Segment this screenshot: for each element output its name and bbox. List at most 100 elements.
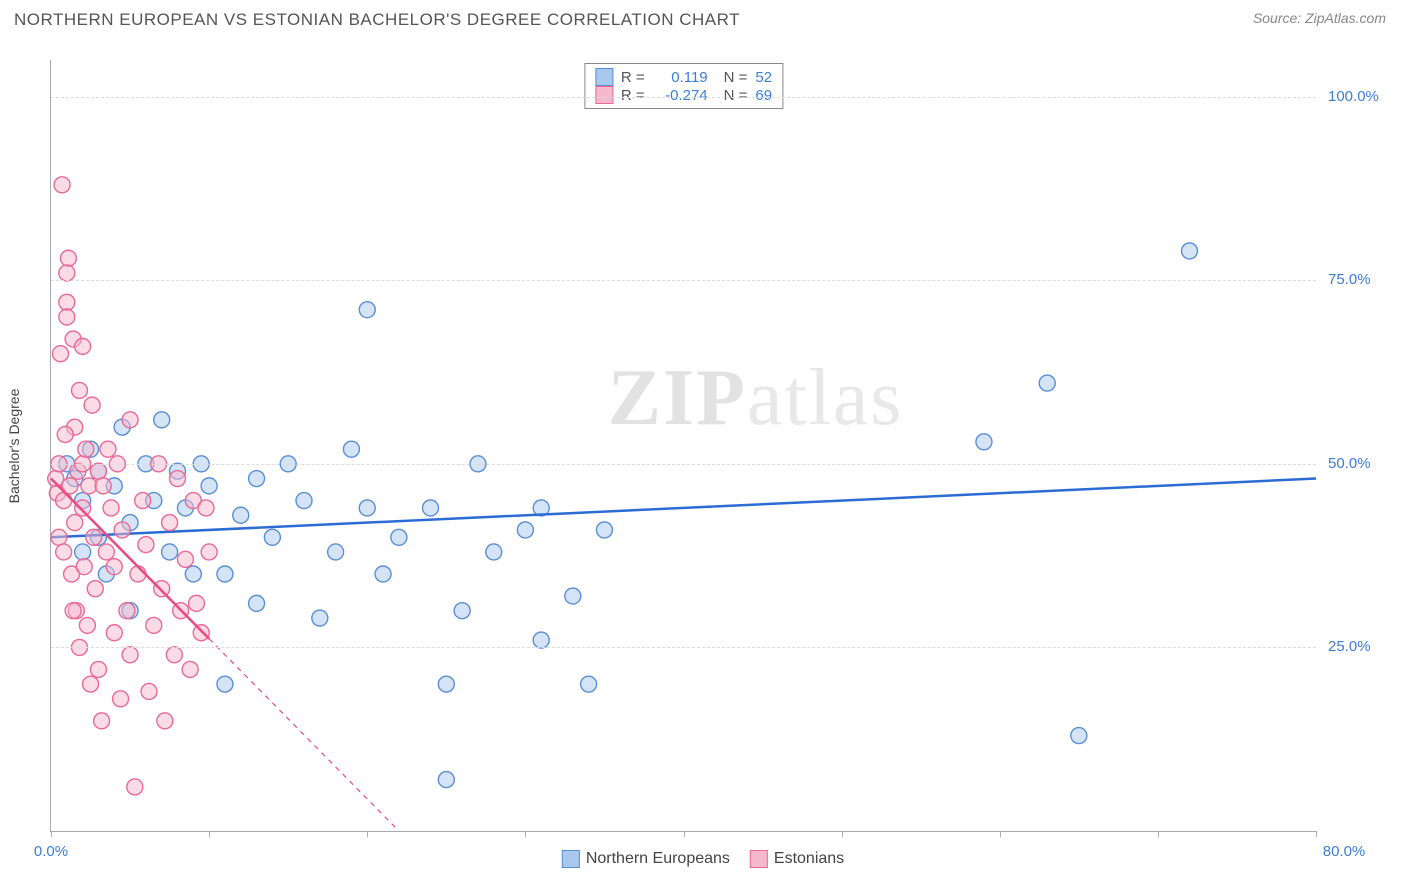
x-tick <box>51 831 52 837</box>
scatter-point <box>581 676 597 692</box>
trend-line-dashed <box>209 639 399 831</box>
scatter-point <box>565 588 581 604</box>
legend-swatch <box>595 68 613 86</box>
scatter-point <box>296 493 312 509</box>
scatter-point <box>71 382 87 398</box>
source-attribution: Source: ZipAtlas.com <box>1253 10 1386 26</box>
correlation-row: R =-0.274N =69 <box>595 86 772 104</box>
scatter-point <box>138 537 154 553</box>
scatter-point <box>438 676 454 692</box>
scatter-point <box>127 779 143 795</box>
scatter-point <box>375 566 391 582</box>
correlation-legend: R =0.119N =52R =-0.274N =69 <box>584 63 783 109</box>
gridline <box>51 280 1316 281</box>
y-axis-label: Bachelor's Degree <box>6 389 22 504</box>
scatter-point <box>157 713 173 729</box>
y-tick-label: 25.0% <box>1328 638 1371 655</box>
scatter-point <box>976 434 992 450</box>
scatter-point <box>103 500 119 516</box>
x-tick <box>842 831 843 837</box>
legend-swatch <box>750 850 768 868</box>
scatter-point <box>87 581 103 597</box>
scatter-point <box>193 625 209 641</box>
scatter-point <box>486 544 502 560</box>
scatter-point <box>201 544 217 560</box>
scatter-point <box>57 426 73 442</box>
scatter-point <box>106 559 122 575</box>
x-tick <box>525 831 526 837</box>
correlation-row: R =0.119N =52 <box>595 68 772 86</box>
scatter-point <box>391 529 407 545</box>
scatter-point <box>182 661 198 677</box>
scatter-point <box>517 522 533 538</box>
scatter-point <box>154 581 170 597</box>
scatter-point <box>83 676 99 692</box>
scatter-point <box>119 603 135 619</box>
y-tick-label: 50.0% <box>1328 455 1371 472</box>
scatter-point <box>233 507 249 523</box>
scatter-point <box>100 441 116 457</box>
r-value: 0.119 <box>653 69 708 86</box>
scatter-point <box>328 544 344 560</box>
x-tick <box>209 831 210 837</box>
scatter-point <box>343 441 359 457</box>
scatter-point <box>56 493 72 509</box>
page-title: NORTHERN EUROPEAN VS ESTONIAN BACHELOR'S… <box>14 10 740 30</box>
scatter-point <box>59 265 75 281</box>
scatter-point <box>114 522 130 538</box>
scatter-point <box>75 338 91 354</box>
x-tick-label: 0.0% <box>34 843 68 860</box>
scatter-point <box>154 412 170 428</box>
legend-swatch <box>595 86 613 104</box>
x-tick-label: 80.0% <box>1323 843 1366 860</box>
scatter-point <box>59 294 75 310</box>
gridline <box>51 647 1316 648</box>
scatter-point <box>51 529 67 545</box>
scatter-point <box>249 471 265 487</box>
plot-svg <box>51 60 1316 831</box>
legend-label: Estonians <box>774 850 844 868</box>
scatter-point <box>533 632 549 648</box>
scatter-point <box>78 441 94 457</box>
scatter-point <box>94 713 110 729</box>
scatter-chart: ZIPatlas R =0.119N =52R =-0.274N =69 25.… <box>50 60 1316 832</box>
scatter-point <box>135 493 151 509</box>
header: NORTHERN EUROPEAN VS ESTONIAN BACHELOR'S… <box>0 0 1406 30</box>
scatter-point <box>177 551 193 567</box>
r-label: R = <box>621 69 645 86</box>
scatter-point <box>67 515 83 531</box>
scatter-point <box>1182 243 1198 259</box>
scatter-point <box>146 617 162 633</box>
scatter-point <box>113 691 129 707</box>
scatter-point <box>359 500 375 516</box>
x-tick <box>684 831 685 837</box>
scatter-point <box>264 529 280 545</box>
n-label: N = <box>724 69 748 86</box>
scatter-point <box>188 595 204 611</box>
scatter-point <box>1039 375 1055 391</box>
scatter-point <box>122 412 138 428</box>
scatter-point <box>76 559 92 575</box>
legend-item: Northern Europeans <box>562 850 730 868</box>
source-link[interactable]: ZipAtlas.com <box>1305 10 1386 26</box>
scatter-point <box>95 478 111 494</box>
scatter-point <box>217 676 233 692</box>
x-tick <box>1158 831 1159 837</box>
x-tick <box>1316 831 1317 837</box>
scatter-point <box>56 544 72 560</box>
scatter-point <box>75 544 91 560</box>
scatter-point <box>185 566 201 582</box>
r-label: R = <box>621 87 645 104</box>
legend-item: Estonians <box>750 850 844 868</box>
x-tick <box>367 831 368 837</box>
scatter-point <box>166 647 182 663</box>
scatter-point <box>359 302 375 318</box>
scatter-point <box>438 772 454 788</box>
scatter-point <box>423 500 439 516</box>
scatter-point <box>75 500 91 516</box>
scatter-point <box>170 471 186 487</box>
scatter-point <box>1071 728 1087 744</box>
scatter-point <box>84 397 100 413</box>
scatter-point <box>90 661 106 677</box>
scatter-point <box>249 595 265 611</box>
